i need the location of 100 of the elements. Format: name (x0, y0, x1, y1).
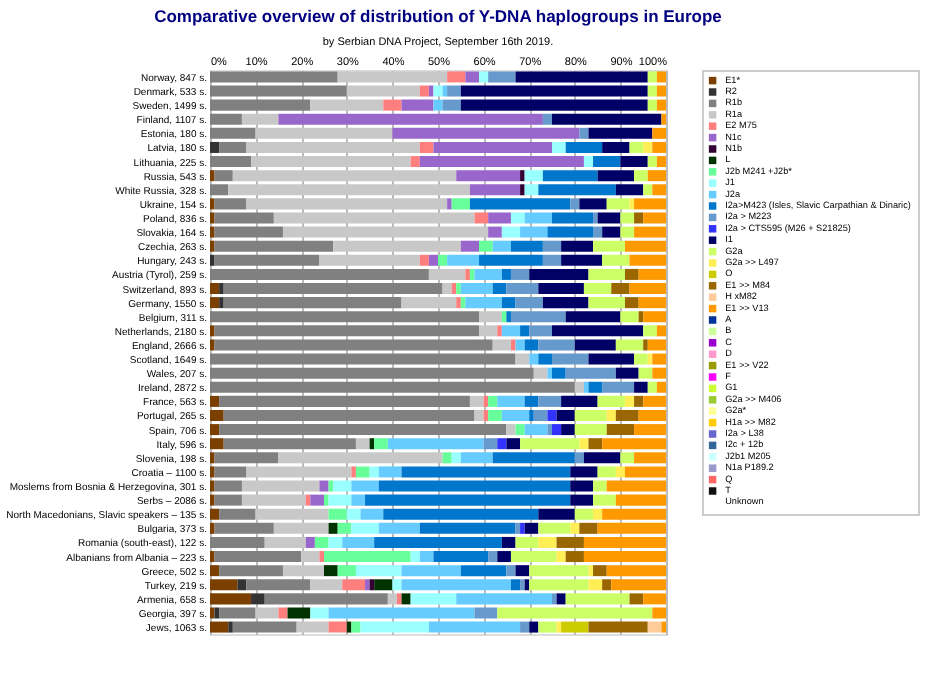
bar (579, 438, 589, 450)
bar (538, 522, 571, 534)
bar (492, 240, 511, 252)
bar (552, 141, 566, 153)
bar (524, 212, 552, 224)
bar (210, 71, 338, 83)
bar (620, 452, 635, 464)
bar (570, 522, 580, 534)
bar (328, 522, 338, 534)
bar (556, 551, 566, 563)
bar (520, 226, 548, 238)
bar (419, 141, 434, 153)
bar (310, 607, 329, 619)
bar (383, 99, 402, 111)
bar (396, 593, 402, 605)
bar (474, 212, 489, 224)
bar (342, 536, 375, 548)
bar (428, 621, 521, 633)
bar (538, 536, 557, 548)
chart-title: Comparative overview of distribution of Y-DNA haplogroups in Europe (154, 6, 723, 26)
bar (465, 71, 480, 83)
bar (378, 466, 402, 478)
bar (479, 240, 493, 252)
bar (287, 607, 311, 619)
bar (647, 621, 662, 633)
bar (497, 438, 507, 450)
bar (410, 551, 420, 563)
bar (629, 141, 644, 153)
bar (488, 226, 502, 238)
bar (410, 156, 420, 168)
bar (374, 579, 393, 591)
bar (647, 156, 657, 168)
bar (401, 593, 411, 605)
bar (629, 593, 644, 605)
bar (593, 226, 603, 238)
bar (624, 395, 635, 407)
bar (451, 198, 470, 210)
bar (428, 254, 438, 266)
bar (538, 621, 557, 633)
bar (606, 409, 616, 421)
bar (602, 226, 621, 238)
bar (219, 607, 256, 619)
bar (474, 607, 498, 619)
bar (524, 522, 539, 534)
bar (483, 438, 498, 450)
bar (597, 466, 616, 478)
bar (615, 339, 644, 351)
bar (634, 212, 644, 224)
bar (501, 226, 521, 238)
bar (506, 438, 521, 450)
bar (488, 551, 498, 563)
bar (561, 621, 589, 633)
bar (556, 593, 566, 605)
bar (574, 452, 584, 464)
bar (232, 621, 297, 633)
bar (305, 536, 315, 548)
bar (328, 621, 347, 633)
bar (574, 381, 584, 393)
bar (438, 254, 448, 266)
bar (460, 240, 480, 252)
bar (278, 607, 288, 619)
bar (588, 438, 603, 450)
bar (369, 466, 379, 478)
bar (552, 367, 566, 379)
bar (337, 71, 448, 83)
bar (447, 71, 466, 83)
bar (374, 438, 388, 450)
bar (237, 579, 247, 591)
bar (615, 466, 625, 478)
bar (342, 579, 366, 591)
bar (210, 141, 220, 153)
bar (515, 71, 648, 83)
bar (529, 621, 539, 633)
bar (506, 424, 516, 436)
bar (360, 621, 429, 633)
bar (547, 226, 594, 238)
bar (251, 593, 265, 605)
bar (296, 621, 329, 633)
bar (355, 466, 370, 478)
bar (488, 71, 516, 83)
bar (515, 353, 530, 365)
bar (433, 85, 443, 97)
bar (510, 212, 525, 224)
bar (328, 536, 343, 548)
bar (643, 141, 653, 153)
bar (506, 565, 516, 577)
bar (529, 353, 539, 365)
bar (410, 593, 457, 605)
bar (515, 424, 525, 436)
bar (419, 85, 429, 97)
bar (451, 452, 461, 464)
bar (574, 508, 594, 520)
bar (542, 113, 552, 125)
bar (520, 621, 530, 633)
bar (433, 99, 443, 111)
bar (488, 212, 511, 224)
bar (570, 198, 580, 210)
bar (479, 71, 489, 83)
bar (510, 579, 521, 591)
bar (351, 621, 361, 633)
